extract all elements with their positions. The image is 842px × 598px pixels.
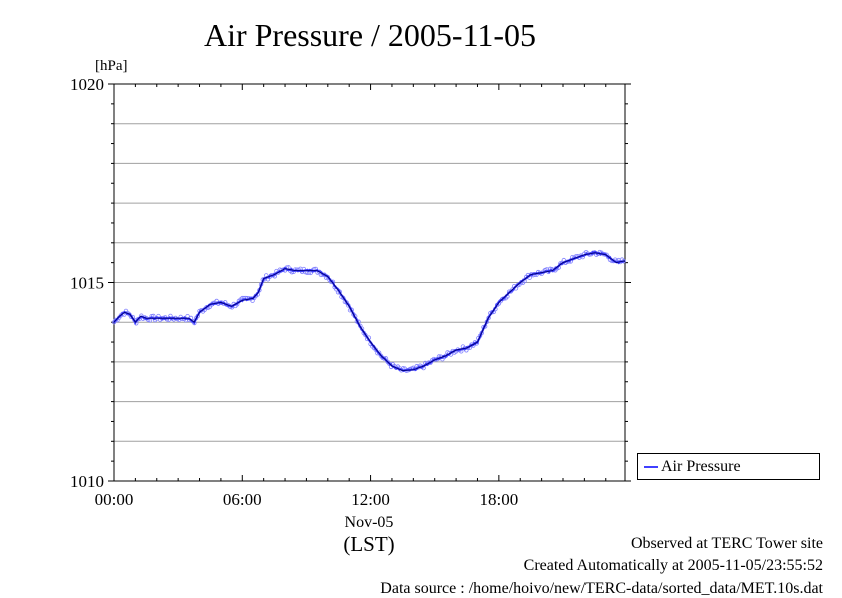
x-axis-label: (LST) [343, 532, 394, 556]
y-tick-label: 1010 [70, 472, 104, 491]
x-axis-date-label: Nov-05 [345, 514, 394, 531]
chart-title: Air Pressure / 2005-11-05 [204, 17, 536, 53]
grid-lines [114, 123, 625, 442]
axis-ticks: 1010 1015 1020 00:00 06:00 12:00 18:00 [70, 75, 631, 509]
y-axis-unit-label: [hPa] [95, 58, 128, 74]
series-line-air-pressure [112, 250, 625, 373]
y-tick-label: 1020 [70, 75, 104, 94]
x-tick-label: 06:00 [223, 490, 262, 509]
legend-swatch-air-pressure [644, 466, 658, 468]
x-tick-label: 18:00 [479, 490, 518, 509]
footer-observed-site: Observed at TERC Tower site [630, 535, 823, 552]
legend-label-air-pressure: Air Pressure [661, 458, 741, 475]
footer-data-source: Data source : /home/hoivo/new/TERC-data/… [380, 580, 823, 597]
footer-created-timestamp: Created Automatically at 2005-11-05/23:5… [523, 557, 823, 574]
legend: Air Pressure [637, 453, 820, 480]
series-markers [111, 249, 626, 373]
series-line-core [113, 252, 626, 372]
data-point [185, 313, 190, 319]
series-layer [111, 249, 626, 373]
x-tick-label: 00:00 [95, 490, 134, 509]
x-tick-label: 12:00 [351, 490, 390, 509]
y-tick-label: 1015 [70, 274, 104, 293]
